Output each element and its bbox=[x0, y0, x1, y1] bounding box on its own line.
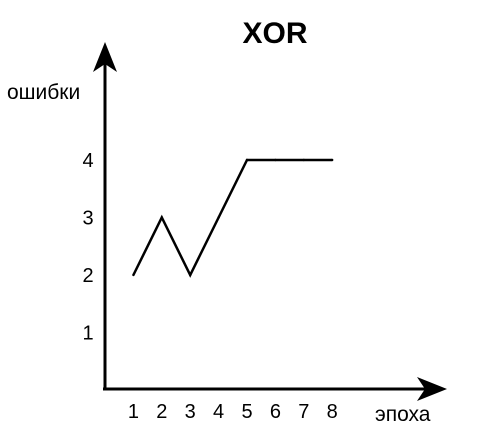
y-tick-label: 2 bbox=[82, 265, 93, 287]
data-point bbox=[132, 273, 135, 277]
y-axis bbox=[93, 42, 117, 390]
x-axis bbox=[103, 377, 447, 401]
y-tick-label: 1 bbox=[82, 323, 93, 345]
y-tick-labels: 1 2 3 4 bbox=[82, 150, 93, 345]
y-tick-label: 4 bbox=[82, 150, 93, 172]
series-line bbox=[132, 158, 333, 278]
data-point bbox=[160, 216, 163, 219]
x-tick-label: 6 bbox=[270, 401, 281, 423]
data-point bbox=[189, 273, 192, 277]
data-point bbox=[217, 216, 220, 219]
x-tick-label: 5 bbox=[241, 401, 252, 423]
data-point bbox=[245, 158, 249, 162]
x-tick-label: 7 bbox=[298, 401, 309, 423]
x-tick-label: 4 bbox=[213, 401, 224, 423]
x-axis-arrowhead bbox=[417, 377, 447, 401]
series-group bbox=[132, 158, 334, 278]
x-axis-label: эпоха bbox=[375, 403, 431, 426]
y-axis-arrowhead bbox=[93, 42, 117, 72]
x-tick-label: 8 bbox=[327, 401, 338, 423]
x-tick-label: 3 bbox=[185, 401, 196, 423]
data-point bbox=[302, 158, 305, 162]
chart-title: XOR bbox=[242, 17, 307, 50]
data-point bbox=[331, 158, 334, 162]
x-tick-label: 1 bbox=[128, 401, 139, 423]
y-tick-label: 3 bbox=[82, 208, 93, 230]
x-tick-label: 2 bbox=[156, 401, 167, 423]
data-point bbox=[274, 158, 277, 162]
y-axis-label: ошибки bbox=[7, 81, 80, 104]
